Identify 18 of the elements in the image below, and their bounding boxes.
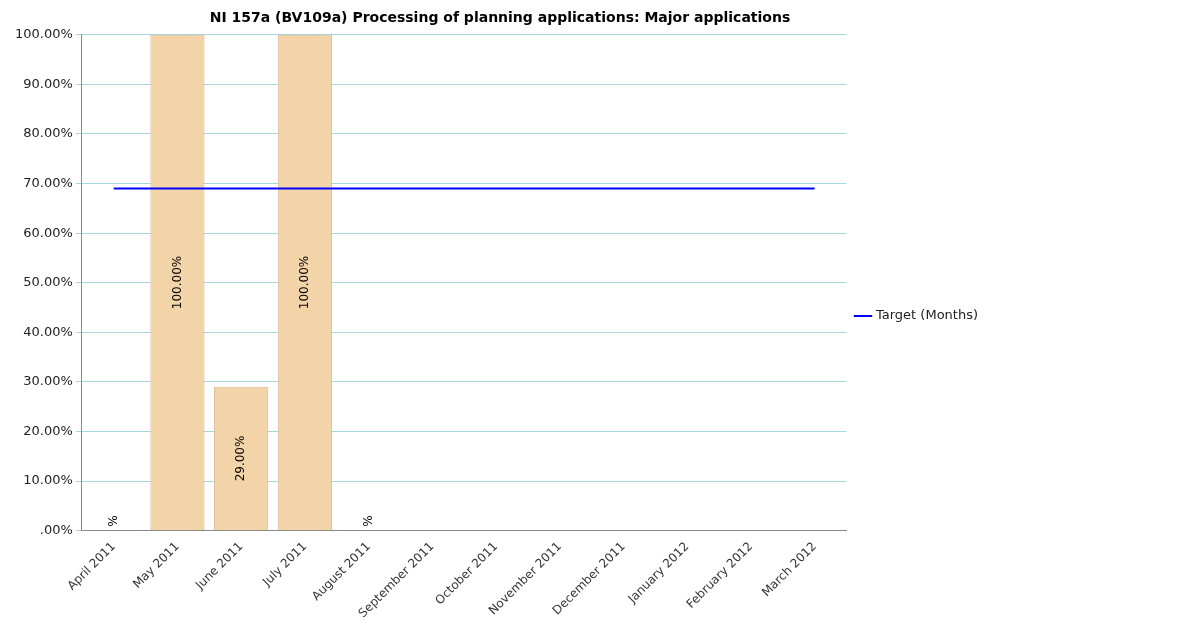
chart-title: NI 157a (BV109a) Processing of planning applications: Major applications <box>209 9 791 26</box>
legend-label: Target (Months) <box>874 307 978 323</box>
data-label: 100.00% <box>169 255 184 310</box>
y-tick-label: 90.00% <box>23 75 73 91</box>
y-tick-label: 10.00% <box>23 472 73 488</box>
y-tick-label: 50.00% <box>23 274 73 290</box>
y-tick-label: .00% <box>39 522 73 537</box>
y-tick-label: 100.00% <box>15 26 73 42</box>
y-tick-label: 70.00% <box>23 174 73 190</box>
data-label: 100.00% <box>296 255 311 310</box>
data-label: % <box>105 515 120 527</box>
y-tick-label: 80.00% <box>23 125 73 141</box>
data-label: 29.00% <box>233 435 248 482</box>
y-tick-label: 60.00% <box>23 224 73 240</box>
y-tick-label: 20.00% <box>23 422 73 438</box>
y-tick-label: 40.00% <box>23 323 73 339</box>
y-tick-label: 30.00% <box>23 373 73 389</box>
data-label: % <box>360 515 375 527</box>
